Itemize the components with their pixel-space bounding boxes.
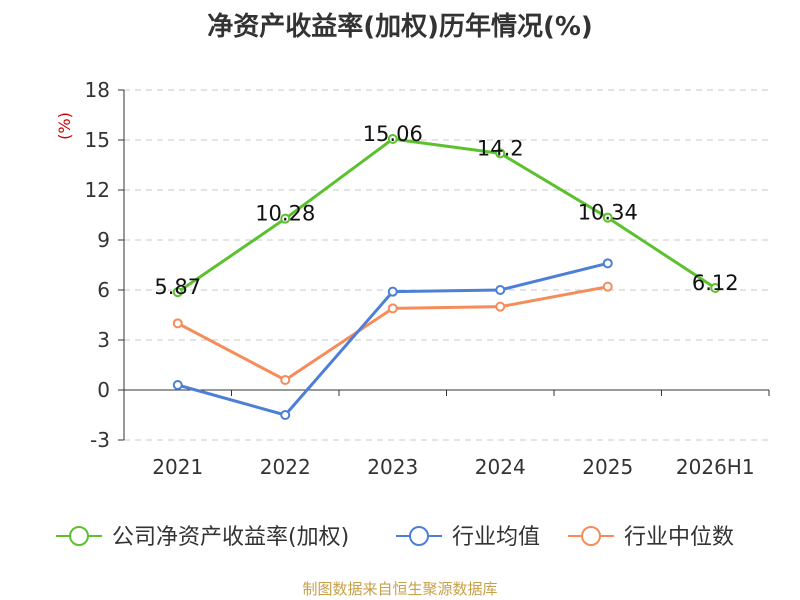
y-tick-label: 18 [85, 78, 110, 102]
source-note: 制图数据来自恒生聚源数据库 [302, 580, 498, 598]
y-tick-label: 3 [97, 328, 110, 352]
series-line-roe [176, 137, 717, 294]
data-point-industry-avg [172, 380, 183, 390]
data-label: 15.06 [363, 122, 423, 146]
data-label: 10.28 [255, 202, 315, 226]
y-axis-label: (%) [55, 112, 74, 140]
legend-label-industry-median: 行业中位数 [624, 525, 734, 550]
chart-title: 净资产收益率(加权)历年情况(%) [207, 12, 593, 42]
series-line-industry-median [177, 285, 609, 382]
data-label: 6.12 [692, 271, 739, 295]
x-tick-label: 2022 [260, 455, 311, 479]
legend-marker-industry-avg [409, 526, 429, 546]
x-tick-label: 2026H1 [676, 455, 755, 479]
data-point-roe [710, 283, 721, 293]
y-tick-label: 0 [97, 378, 110, 402]
x-tick-label: 2024 [475, 455, 526, 479]
data-point-industry-median [172, 318, 183, 329]
data-point-industry-median [387, 303, 398, 314]
legend-label-industry-avg: 行业均值 [452, 525, 540, 550]
x-tick-label: 2021 [152, 455, 203, 479]
y-tick-label: 9 [97, 228, 110, 252]
data-point-industry-avg [387, 286, 398, 297]
data-point-roe [172, 287, 183, 298]
data-label: 14.2 [477, 136, 524, 160]
y-tick-label: 15 [85, 128, 110, 152]
data-point-industry-avg [602, 258, 613, 269]
y-tick-label: -3 [90, 428, 110, 452]
data-point-industry-avg [280, 410, 291, 420]
data-label: 5.87 [154, 275, 201, 299]
data-point-industry-avg [495, 285, 506, 295]
legend-marker-roe [69, 526, 89, 546]
data-label: 10.34 [578, 201, 638, 225]
y-tick-label: 12 [85, 178, 110, 202]
data-point-roe [280, 213, 291, 224]
series-line-industry-avg [177, 261, 609, 417]
legend-label-roe: 公司净资产收益率(加权) [112, 525, 349, 550]
legend-marker-industry-median [581, 526, 601, 546]
data-point-roe [602, 212, 613, 223]
data-point-roe [495, 148, 506, 159]
x-tick-label: 2025 [582, 455, 633, 479]
data-point-industry-median [495, 301, 506, 312]
data-point-industry-median [602, 281, 613, 292]
data-point-industry-median [280, 375, 291, 385]
y-tick-label: 6 [97, 278, 110, 302]
data-point-roe [387, 134, 398, 144]
x-tick-label: 2023 [367, 455, 418, 479]
